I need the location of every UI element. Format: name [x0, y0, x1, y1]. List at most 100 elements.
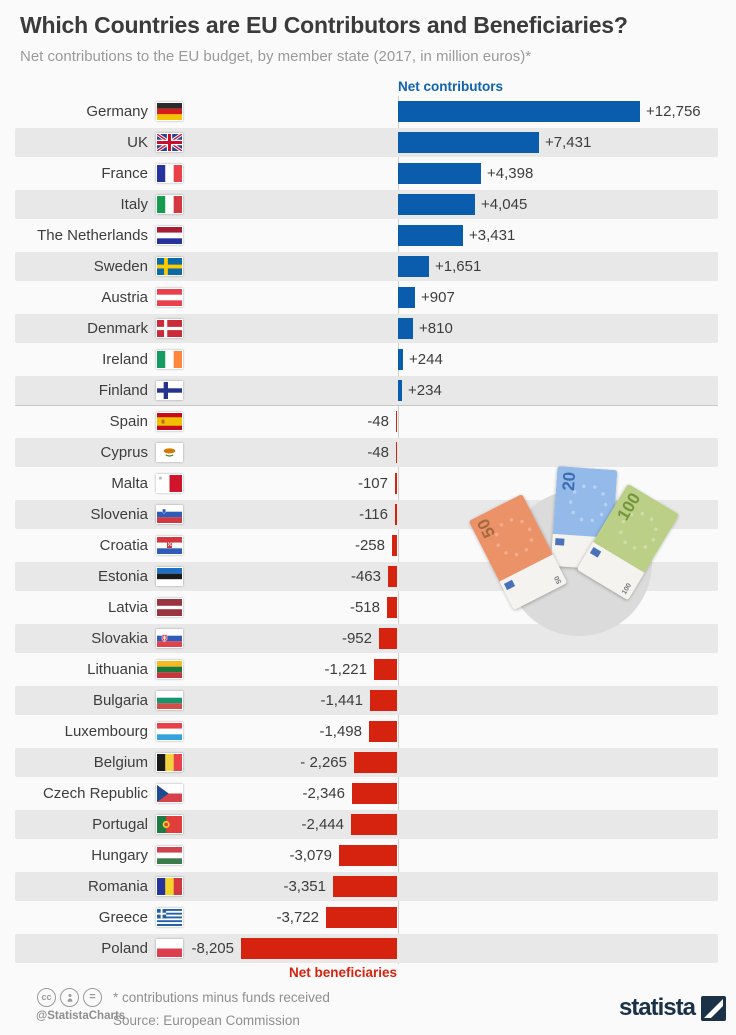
- statista-logo-text: statista: [618, 994, 696, 1021]
- value-label: -116: [359, 506, 388, 523]
- country-label: Sweden: [93, 258, 148, 275]
- country-label: Estonia: [97, 568, 148, 585]
- nd-icon: =: [83, 988, 102, 1007]
- value-bar: [398, 194, 475, 215]
- footnote: * contributions minus funds received: [113, 990, 330, 1005]
- chart-row-netherlands: The Netherlands +3,431: [0, 220, 736, 251]
- chart-row-malta: Malta -107: [0, 468, 736, 499]
- page-subtitle: Net contributions to the EU budget, by m…: [20, 48, 532, 65]
- italy-flag-icon: [156, 195, 183, 214]
- value-label: -107: [357, 475, 388, 492]
- value-label: -2,346: [302, 785, 345, 802]
- row-stripe: [15, 376, 718, 405]
- chart-row-latvia: Latvia -518: [0, 592, 736, 623]
- country-label: Finland: [98, 382, 148, 399]
- value-bar: [398, 225, 463, 246]
- luxembourg-flag-icon: [156, 722, 183, 741]
- ireland-flag-icon: [156, 350, 183, 369]
- value-label: -1,441: [320, 692, 363, 709]
- cyprus-flag-icon: [156, 443, 183, 462]
- country-label: Austria: [101, 289, 148, 306]
- uk-flag-icon: [156, 133, 183, 152]
- chart-row-bulgaria: Bulgaria -1,441: [0, 685, 736, 716]
- country-label: France: [101, 165, 148, 182]
- euro-banknotes-illustration: 20 20 100 100 50 50: [468, 466, 692, 644]
- row-stripe: [15, 190, 718, 219]
- statista-logo-mark-icon: [701, 995, 726, 1021]
- bulgaria-flag-icon: [156, 691, 183, 710]
- value-label: -1,221: [324, 661, 367, 678]
- net-contributors-label: Net contributors: [398, 79, 504, 94]
- attribution-icon: [60, 988, 79, 1007]
- poland-flag-icon: [156, 939, 183, 958]
- country-label: Portugal: [92, 816, 148, 833]
- value-label: +810: [419, 320, 453, 337]
- belgium-flag-icon: [156, 753, 183, 772]
- country-label: Italy: [120, 196, 148, 213]
- country-label: Romania: [87, 878, 148, 895]
- banknote-50-body: 50: [468, 493, 553, 582]
- chart-row-sweden: Sweden +1,651: [0, 251, 736, 282]
- chart-row-italy: Italy +4,045: [0, 189, 736, 220]
- chart-row-greece: Greece -3,722: [0, 902, 736, 933]
- value-bar: [398, 101, 640, 122]
- value-bar: [352, 783, 397, 804]
- value-bar: [388, 566, 397, 587]
- croatia-flag-icon: [156, 536, 183, 555]
- value-bar: [395, 473, 397, 494]
- country-label: Lithuania: [87, 661, 148, 678]
- country-label: Spain: [109, 413, 148, 430]
- chart-row-lithuania: Lithuania -1,221: [0, 654, 736, 685]
- denmark-flag-icon: [156, 319, 183, 338]
- row-stripe: [15, 438, 718, 467]
- country-label: Ireland: [102, 351, 148, 368]
- czech-flag-icon: [156, 784, 183, 803]
- value-bar: [398, 163, 481, 184]
- country-label: Poland: [101, 940, 148, 957]
- value-label: -463: [350, 568, 381, 585]
- value-bar: [379, 628, 397, 649]
- banknote-50-strip-number: 50: [553, 574, 564, 585]
- chart-row-hungary: Hungary -3,079: [0, 840, 736, 871]
- chart-row-belgium: Belgium - 2,265: [0, 747, 736, 778]
- banknote-100-icon: 100 100: [576, 483, 680, 601]
- value-label: -1,498: [319, 723, 362, 740]
- value-bar: [398, 287, 415, 308]
- value-label: -518: [349, 599, 380, 616]
- sweden-flag-icon: [156, 257, 183, 276]
- chart-row-czech: Czech Republic -2,346: [0, 778, 736, 809]
- estonia-flag-icon: [156, 567, 183, 586]
- value-label: -3,079: [289, 847, 332, 864]
- banknote-20-body: 20: [552, 466, 618, 539]
- value-bar: [339, 845, 397, 866]
- cc-icon: cc: [37, 988, 56, 1007]
- value-label: +234: [408, 382, 442, 399]
- banknote-100-strip-number: 100: [620, 582, 633, 597]
- value-label: -8,205: [191, 940, 234, 957]
- spain-flag-icon: [156, 412, 183, 431]
- net-beneficiaries-label: Net beneficiaries: [288, 965, 397, 980]
- value-label: +907: [421, 289, 455, 306]
- chart-row-finland: Finland +234: [0, 375, 736, 406]
- eu-flag-icon: [589, 546, 602, 558]
- value-label: -2,444: [301, 816, 344, 833]
- value-label: +244: [409, 351, 443, 368]
- netherlands-flag-icon: [156, 226, 183, 245]
- chart-row-poland: Poland -8,205: [0, 933, 736, 964]
- germany-flag-icon: [156, 102, 183, 121]
- row-stripe: [15, 314, 718, 343]
- chart-row-germany: Germany +12,756: [0, 96, 736, 127]
- value-bar: [326, 907, 397, 928]
- row-stripe: [15, 252, 718, 281]
- country-label: Belgium: [93, 754, 148, 771]
- country-label: Slovenia: [90, 506, 148, 523]
- source-line: Source: European Commission: [113, 1013, 300, 1028]
- chart-row-portugal: Portugal -2,444: [0, 809, 736, 840]
- value-bar: [351, 814, 397, 835]
- row-stripe: [15, 686, 718, 715]
- france-flag-icon: [156, 164, 183, 183]
- portugal-flag-icon: [156, 815, 183, 834]
- country-label: Greece: [98, 909, 148, 926]
- eu-flag-icon: [555, 538, 565, 546]
- value-label: -3,351: [283, 878, 326, 895]
